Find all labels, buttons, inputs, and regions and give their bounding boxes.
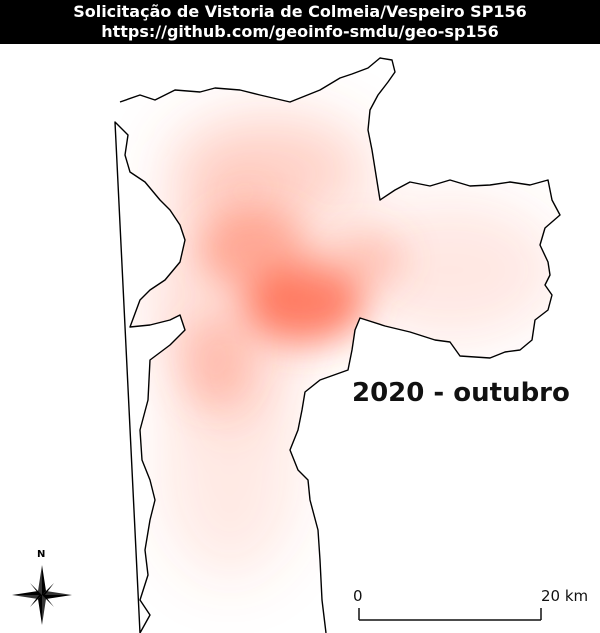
map-title: Solicitação de Vistoria de Colmeia/Vespe… [0, 0, 600, 22]
map-header: Solicitação de Vistoria de Colmeia/Vespe… [0, 0, 600, 44]
north-label: N [37, 549, 45, 560]
heat-blob-northeast [315, 230, 405, 290]
heat-blob-north [170, 115, 370, 225]
source-url: https://github.com/geoinfo-smdu/geo-sp15… [0, 22, 600, 42]
scale-start-label: 0 [353, 587, 363, 605]
compass-rose-icon [12, 565, 72, 625]
scale-bar [359, 608, 541, 620]
period-label: 2020 - outubro [352, 378, 570, 408]
scale-end-label: 20 km [541, 587, 588, 605]
heat-layer [150, 115, 560, 580]
heat-blob-southwest [180, 315, 250, 405]
